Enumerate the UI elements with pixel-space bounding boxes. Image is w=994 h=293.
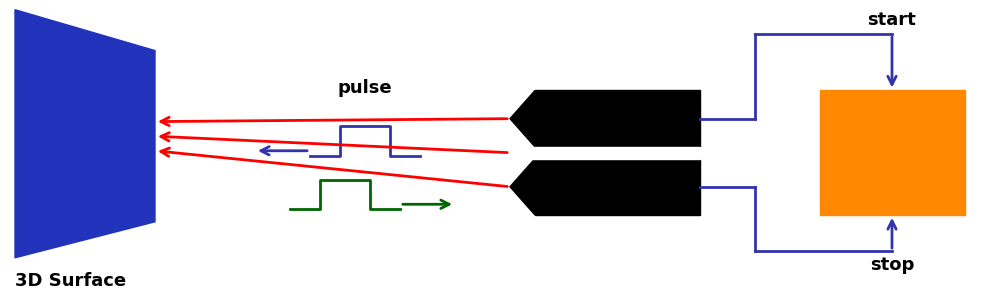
Text: 3D Surface: 3D Surface	[15, 272, 126, 290]
Text: pulse: pulse	[338, 79, 393, 97]
Polygon shape	[15, 10, 155, 258]
Text: start: start	[868, 11, 916, 29]
Bar	[820, 91, 965, 215]
Text: stop: stop	[870, 256, 914, 274]
Polygon shape	[510, 159, 535, 215]
Polygon shape	[510, 91, 535, 147]
Bar	[535, 91, 700, 147]
Bar	[535, 159, 700, 215]
